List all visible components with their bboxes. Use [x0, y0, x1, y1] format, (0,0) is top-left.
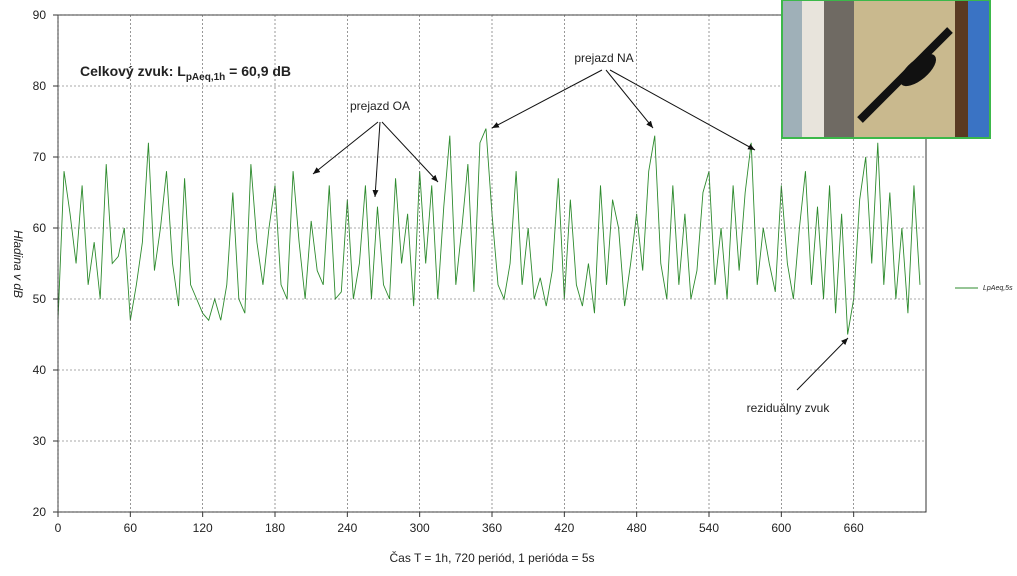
y-tick-label: 70 — [33, 150, 47, 164]
x-tick-label: 660 — [844, 521, 864, 535]
annotation: prejazd NA — [574, 51, 633, 65]
x-axis-label: Čas T = 1h, 720 periód, 1 perióda = 5s — [389, 550, 594, 565]
x-tick-label: 360 — [482, 521, 502, 535]
x-tick-label: 600 — [771, 521, 791, 535]
y-tick-label: 90 — [33, 8, 47, 22]
x-tick-label: 300 — [410, 521, 430, 535]
title-subscript: pAeq,1h — [186, 72, 225, 83]
chart-title: Celkový zvuk: LpAeq,1h = 60,9 dB — [80, 63, 291, 83]
data-line — [57, 128, 921, 335]
title-main: Celkový zvuk: L — [80, 63, 186, 79]
x-tick-label: 420 — [554, 521, 574, 535]
y-tick-label: 50 — [33, 292, 47, 306]
x-tick-label: 180 — [265, 521, 285, 535]
y-tick-label: 80 — [33, 79, 47, 93]
y-tick-label: 40 — [33, 363, 47, 377]
y-tick-label: 30 — [33, 434, 47, 448]
title-suffix: = 60,9 dB — [225, 63, 291, 79]
x-tick-label: 120 — [193, 521, 213, 535]
x-tick-label: 480 — [627, 521, 647, 535]
photo — [781, 0, 991, 139]
x-tick-label: 60 — [124, 521, 138, 535]
y-axis-label: Hladina v dB — [11, 230, 25, 298]
x-tick-label: 540 — [699, 521, 719, 535]
y-tick-label: 60 — [33, 221, 47, 235]
legend-label: LpAeq,5s — [983, 285, 1013, 292]
x-tick-label: 0 — [55, 521, 62, 535]
annotation: prejazd OA — [350, 99, 410, 113]
y-tick-label: 20 — [33, 505, 47, 519]
annotation: reziduálny zvuk — [747, 401, 831, 415]
x-tick-label: 240 — [337, 521, 357, 535]
arrows — [312, 69, 849, 391]
